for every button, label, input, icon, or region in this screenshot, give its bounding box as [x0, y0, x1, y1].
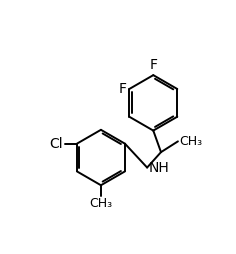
Text: CH₃: CH₃ — [179, 135, 202, 148]
Text: F: F — [119, 82, 127, 96]
Text: NH: NH — [149, 161, 169, 175]
Text: F: F — [149, 58, 157, 72]
Text: Cl: Cl — [49, 137, 63, 151]
Text: CH₃: CH₃ — [89, 197, 113, 210]
